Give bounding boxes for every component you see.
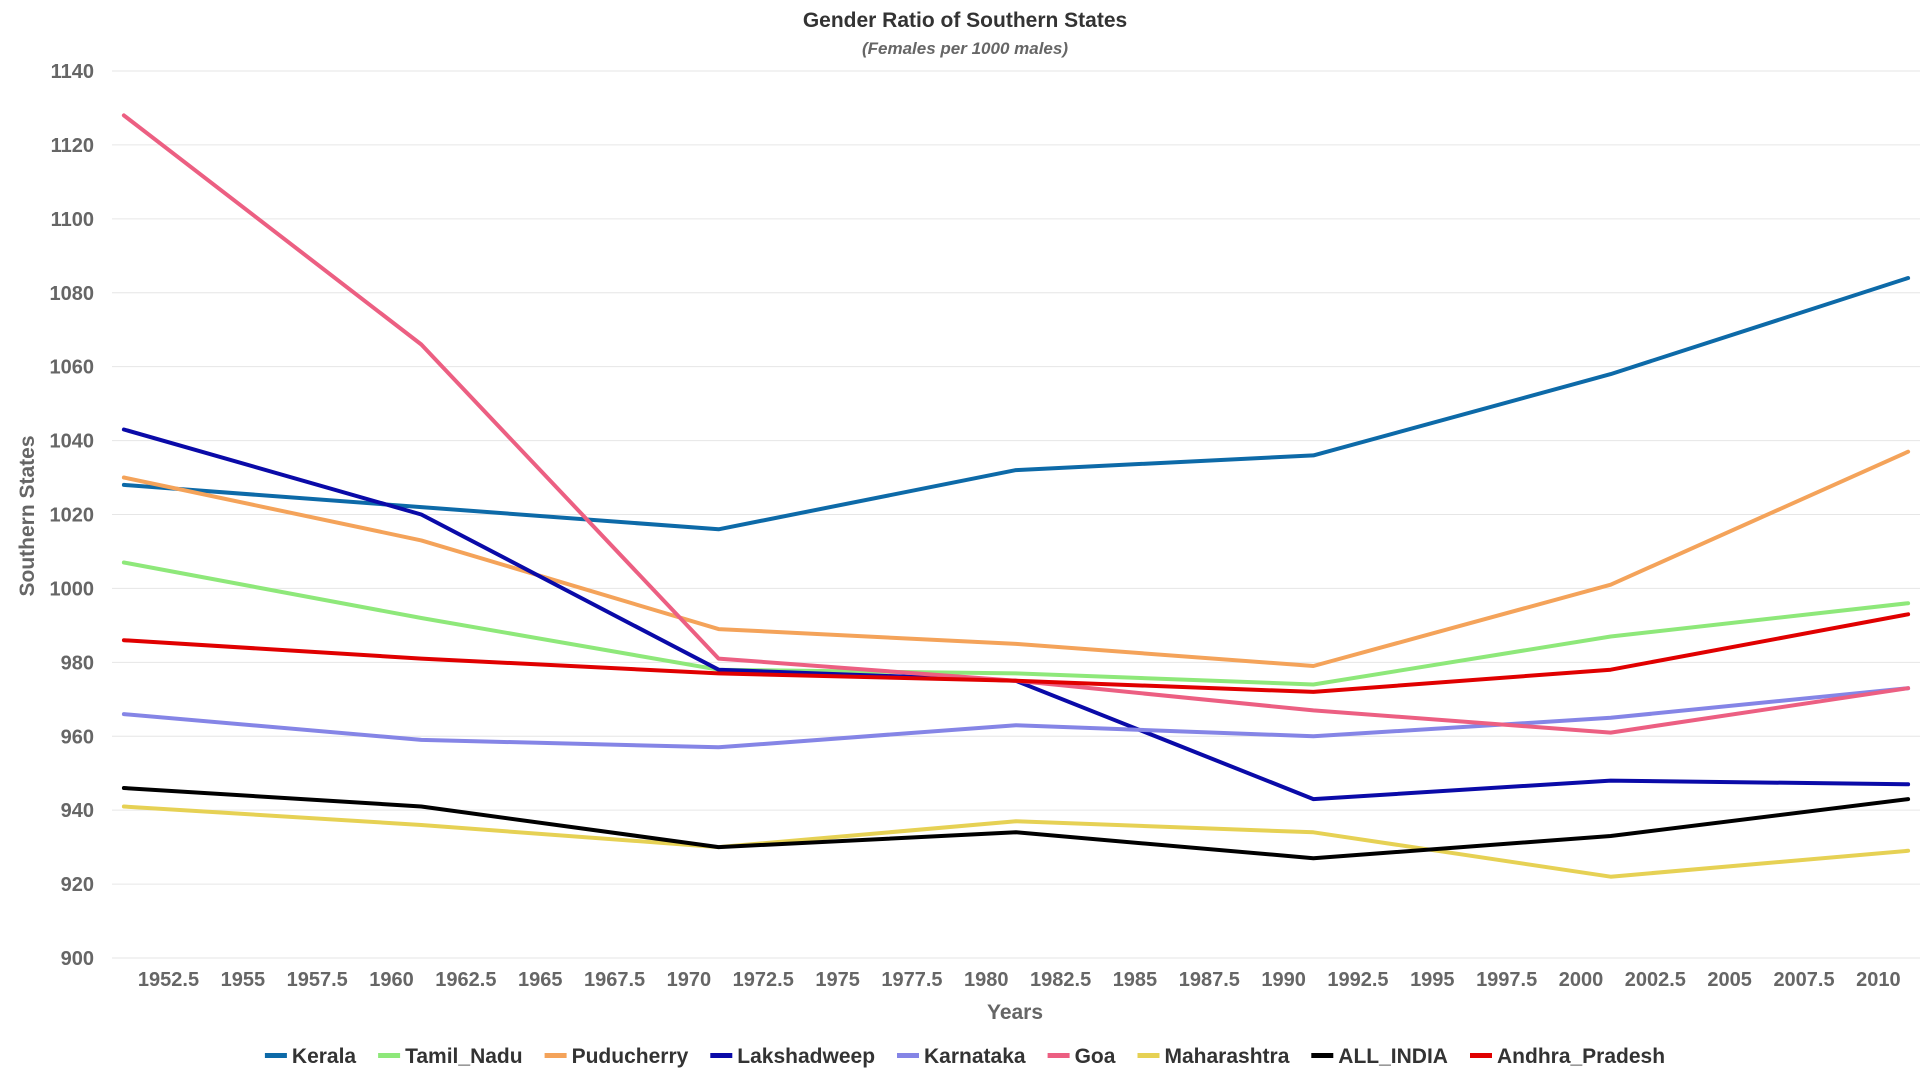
y-tick-label: 1000 bbox=[50, 578, 95, 600]
legend-label: Andhra_Pradesh bbox=[1497, 1045, 1665, 1068]
legend-swatch bbox=[378, 1053, 401, 1058]
x-tick-label: 1952.5 bbox=[138, 969, 199, 991]
legend-swatch bbox=[1137, 1053, 1160, 1058]
series-line-puducherry[interactable] bbox=[121, 449, 1911, 668]
series-lines bbox=[121, 113, 1911, 879]
x-tick-label: 1977.5 bbox=[881, 969, 942, 991]
legend-label: Kerala bbox=[292, 1045, 357, 1068]
series-line-andhra-pradesh[interactable] bbox=[121, 612, 1911, 694]
x-tick-label: 1960 bbox=[369, 969, 414, 991]
legend: Kerala Tamil_Nadu Puducherry Lakshadweep Kar… bbox=[264, 1045, 1665, 1068]
legend-swatch bbox=[1470, 1053, 1492, 1058]
y-tick-label: 960 bbox=[61, 726, 94, 748]
y-tick-label: 920 bbox=[61, 874, 94, 896]
y-tick-label: 940 bbox=[61, 800, 94, 822]
legend-item-karnataka[interactable]: Karnataka bbox=[897, 1045, 1026, 1068]
legend-label: Maharashtra bbox=[1165, 1045, 1290, 1068]
legend-item-tamil-nadu[interactable]: Tamil_Nadu bbox=[378, 1045, 523, 1068]
legend-label: Karnataka bbox=[924, 1045, 1026, 1068]
y-tick-label: 1100 bbox=[51, 209, 94, 231]
x-tick-label: 1990 bbox=[1261, 969, 1306, 991]
x-tick-label: 1972.5 bbox=[733, 969, 794, 991]
legend-label: Tamil_Nadu bbox=[405, 1045, 522, 1068]
legend-label: ALL_INDIA bbox=[1338, 1045, 1448, 1068]
x-tick-label: 1980 bbox=[964, 969, 1009, 991]
legend-swatch bbox=[264, 1053, 287, 1058]
y-tick-label: 1140 bbox=[51, 61, 94, 83]
x-tick-label: 1985 bbox=[1113, 969, 1158, 991]
legend-item-lakshadweep[interactable]: Lakshadweep bbox=[710, 1045, 875, 1068]
x-tick-label: 1962.5 bbox=[435, 969, 496, 991]
legend-swatch bbox=[710, 1053, 733, 1058]
series-line-maharashtra[interactable] bbox=[121, 804, 1911, 879]
x-axis-ticks: 1952.5 1955 1957.5 1960 1962.5 1965 1967.5 1970… bbox=[138, 969, 1901, 991]
series-line-karnataka[interactable] bbox=[121, 686, 1911, 750]
y-tick-label: 900 bbox=[61, 948, 94, 970]
x-tick-label: 1955 bbox=[221, 969, 266, 991]
series-line-tamil-nadu[interactable] bbox=[121, 560, 1911, 687]
y-tick-label: 980 bbox=[61, 652, 94, 674]
legend-swatch bbox=[544, 1053, 567, 1058]
legend-item-andhra-pradesh[interactable]: Andhra_Pradesh bbox=[1470, 1045, 1665, 1068]
x-axis-title: Years bbox=[987, 1001, 1043, 1024]
legend-label: Goa bbox=[1075, 1045, 1116, 1068]
y-tick-label: 1020 bbox=[50, 505, 95, 527]
y-tick-label: 1040 bbox=[50, 431, 95, 453]
y-tick-label: 1060 bbox=[50, 357, 95, 379]
x-tick-label: 1965 bbox=[518, 969, 563, 991]
grid-lines bbox=[112, 70, 1920, 959]
legend-label: Puducherry bbox=[572, 1045, 689, 1068]
x-tick-label: 2005 bbox=[1707, 969, 1752, 991]
series-line-goa[interactable] bbox=[121, 113, 1911, 735]
series-line-kerala[interactable] bbox=[121, 276, 1911, 532]
legend-swatch bbox=[1047, 1053, 1070, 1058]
y-axis-ticks: 900 920 940 960 980 1000 1020 1040 1060 1080 1100 1… bbox=[50, 61, 95, 970]
chart-subtitle: (Females per 1000 males) bbox=[862, 39, 1068, 58]
legend-swatch bbox=[897, 1053, 919, 1058]
x-tick-label: 1982.5 bbox=[1030, 969, 1091, 991]
x-tick-label: 1995 bbox=[1410, 969, 1455, 991]
y-tick-label: 1120 bbox=[51, 135, 94, 157]
x-tick-label: 2010 bbox=[1856, 969, 1901, 991]
x-tick-label: 1967.5 bbox=[584, 969, 645, 991]
x-tick-label: 1997.5 bbox=[1476, 969, 1537, 991]
legend-item-kerala[interactable]: Kerala bbox=[264, 1045, 357, 1068]
x-tick-label: 2002.5 bbox=[1625, 969, 1686, 991]
legend-item-goa[interactable]: Goa bbox=[1047, 1045, 1116, 1068]
legend-item-maharashtra[interactable]: Maharashtra bbox=[1137, 1045, 1290, 1068]
y-tick-label: 1080 bbox=[50, 283, 95, 305]
x-tick-label: 2007.5 bbox=[1773, 969, 1834, 991]
x-tick-label: 1987.5 bbox=[1179, 969, 1240, 991]
legend-swatch bbox=[1311, 1053, 1334, 1058]
legend-label: Lakshadweep bbox=[737, 1045, 875, 1068]
legend-item-puducherry[interactable]: Puducherry bbox=[544, 1045, 689, 1068]
x-tick-label: 2000 bbox=[1559, 969, 1604, 991]
y-axis-title: Southern States bbox=[16, 435, 39, 596]
x-tick-label: 1975 bbox=[815, 969, 860, 991]
legend-item-all-india[interactable]: ALL_INDIA bbox=[1311, 1045, 1448, 1068]
x-tick-label: 1992.5 bbox=[1327, 969, 1388, 991]
series-line-all-india[interactable] bbox=[121, 786, 1911, 861]
x-tick-label: 1970 bbox=[667, 969, 712, 991]
x-tick-label: 1957.5 bbox=[287, 969, 348, 991]
chart-title: Gender Ratio of Southern States bbox=[803, 9, 1127, 32]
